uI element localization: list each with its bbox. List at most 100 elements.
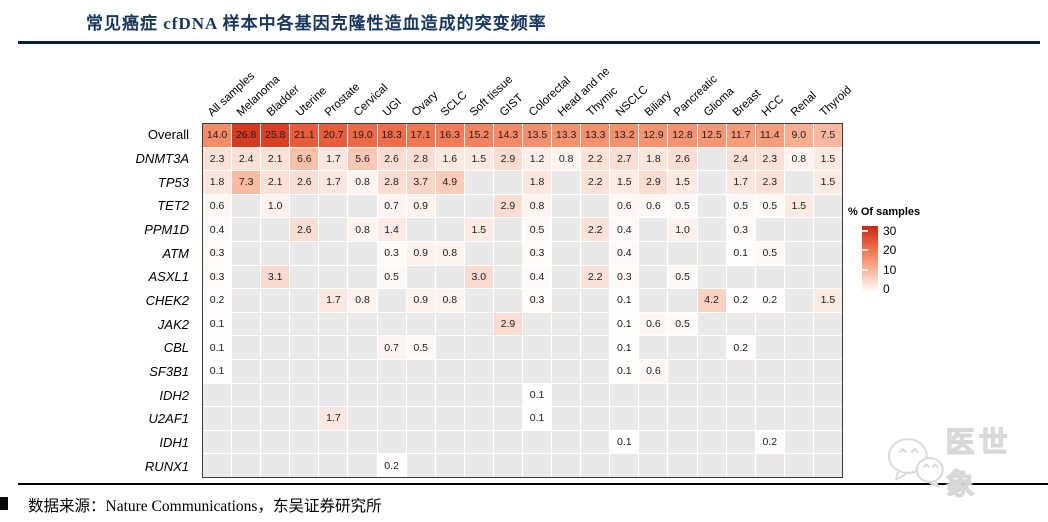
heatmap-cell <box>726 454 755 477</box>
row-label: ATM <box>162 245 189 261</box>
heatmap-cell <box>232 454 261 477</box>
row-label: CHEK2 <box>145 292 189 308</box>
heatmap-cell <box>610 407 639 430</box>
heatmap-cell <box>581 289 610 312</box>
heatmap-cell: 1.8 <box>203 171 232 194</box>
heatmap-cell <box>464 383 493 407</box>
heatmap-cell <box>319 360 348 383</box>
heatmap-cell: 12.8 <box>668 124 697 147</box>
heatmap-cell <box>552 265 581 289</box>
row-label: IDH1 <box>159 434 189 450</box>
heatmap-cell <box>232 289 261 312</box>
heatmap-cell <box>552 360 581 383</box>
heatmap-cell: 0.5 <box>726 194 755 218</box>
heatmap-cell <box>232 265 261 289</box>
heatmap-cell: 0.3 <box>203 242 232 265</box>
heatmap-cell <box>290 312 319 336</box>
heatmap-cell: 0.5 <box>668 265 697 289</box>
heatmap-cell <box>784 454 813 477</box>
heatmap-cell: 3.1 <box>261 265 290 289</box>
heatmap-cell: 0.4 <box>610 242 639 265</box>
heatmap-cell <box>290 242 319 265</box>
heatmap-cell <box>784 265 813 289</box>
heatmap-cell <box>697 454 726 477</box>
heatmap-cell <box>348 336 377 359</box>
heatmap-cell: 26.8 <box>232 124 261 147</box>
data-source-text: 数据来源：Nature Communications，东吴证券研究所 <box>28 498 382 515</box>
heatmap-cell: 0.4 <box>610 218 639 241</box>
heatmap-cell: 0.8 <box>435 289 464 312</box>
heatmap-cell: 1.5 <box>464 218 493 241</box>
heatmap-cell <box>784 383 813 407</box>
heatmap-cell <box>639 289 668 312</box>
heatmap-cell: 2.3 <box>203 147 232 171</box>
heatmap-cell: 1.5 <box>784 194 813 218</box>
heatmap-cell <box>348 430 377 454</box>
heatmap-cell <box>552 194 581 218</box>
heatmap-cell <box>697 147 726 171</box>
heatmap-cell <box>697 430 726 454</box>
heatmap-cell: 2.8 <box>377 171 406 194</box>
heatmap-cell <box>813 312 842 336</box>
heatmap-cell <box>697 383 726 407</box>
heatmap-cell: 0.1 <box>610 312 639 336</box>
heatmap-cell <box>610 454 639 477</box>
heatmap-cell: 0.5 <box>523 218 552 241</box>
heatmap-cell: 4.2 <box>697 289 726 312</box>
heatmap-cell: 14.3 <box>493 124 522 147</box>
heatmap-cell: 2.2 <box>581 218 610 241</box>
heatmap-cell <box>755 383 784 407</box>
heatmap-cell: 0.5 <box>406 336 435 359</box>
heatmap-cell <box>726 430 755 454</box>
row-label: PPM1D <box>144 221 189 237</box>
row-label: TP53 <box>157 174 189 190</box>
heatmap-cell <box>435 360 464 383</box>
heatmap-cell <box>464 289 493 312</box>
heatmap-cell <box>319 336 348 359</box>
heatmap-cell <box>755 454 784 477</box>
heatmap-cell: 0.5 <box>377 265 406 289</box>
heatmap-cell <box>668 430 697 454</box>
heatmap-cell: 2.2 <box>581 265 610 289</box>
heatmap-cell <box>581 383 610 407</box>
heatmap-cell <box>552 454 581 477</box>
heatmap-cell <box>552 383 581 407</box>
heatmap-cell <box>552 218 581 241</box>
heatmap-cell <box>319 312 348 336</box>
heatmap-cell <box>232 336 261 359</box>
heatmap-cell <box>755 407 784 430</box>
legend-tick-label: 10 <box>883 262 897 277</box>
heatmap-cell <box>581 242 610 265</box>
heatmap-cell <box>813 218 842 241</box>
heatmap-cell: 19.0 <box>348 124 377 147</box>
heatmap-cell <box>668 360 697 383</box>
heatmap-cell <box>639 265 668 289</box>
heatmap-cell <box>348 383 377 407</box>
heatmap-cell <box>203 407 232 430</box>
legend-tickmark <box>862 230 868 232</box>
row-label: SF3B1 <box>149 363 189 379</box>
heatmap-cell: 1.7 <box>319 407 348 430</box>
heatmap-cell: 2.4 <box>232 147 261 171</box>
heatmap-cell <box>668 336 697 359</box>
heatmap-cell <box>493 383 522 407</box>
heatmap-cell <box>348 360 377 383</box>
heatmap-cell <box>581 312 610 336</box>
heatmap-cell <box>493 265 522 289</box>
heatmap-cell <box>464 407 493 430</box>
heatmap-cell: 1.5 <box>610 171 639 194</box>
heatmap-cell: 2.6 <box>290 218 319 241</box>
heatmap-cell <box>377 289 406 312</box>
heatmap-cell <box>406 430 435 454</box>
heatmap-cell: 2.6 <box>290 171 319 194</box>
column-label: GIST <box>497 91 526 119</box>
heatmap-cell: 1.7 <box>726 171 755 194</box>
heatmap-cell <box>697 336 726 359</box>
heatmap-cell <box>406 407 435 430</box>
heatmap-cell: 9.0 <box>784 124 813 147</box>
heatmap-cell <box>755 336 784 359</box>
heatmap-cell <box>813 454 842 477</box>
heatmap-cell: 2.9 <box>493 147 522 171</box>
heatmap-cell <box>290 383 319 407</box>
